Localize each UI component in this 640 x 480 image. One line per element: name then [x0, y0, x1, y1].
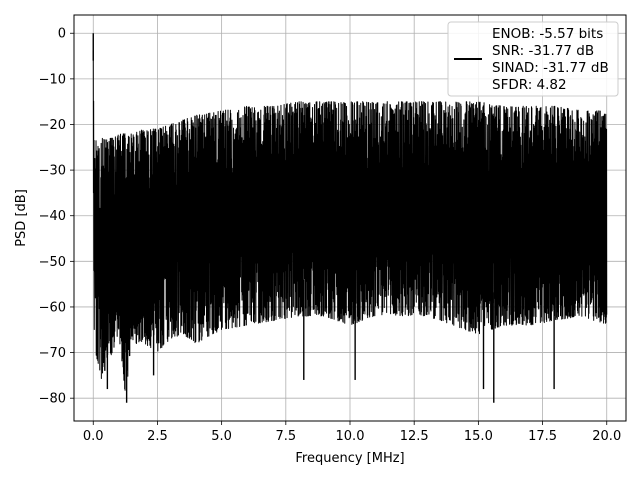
legend-entry-enob: ENOB: -5.57 bits	[492, 26, 603, 42]
y-tick-label: −10	[39, 72, 66, 87]
legend-entry-snr: SNR: -31.77 dB	[492, 43, 594, 59]
x-tick-label: 10.0	[336, 429, 365, 444]
y-tick-label: −50	[39, 255, 66, 270]
legend-box	[447, 21, 619, 97]
y-tick-label: −70	[39, 346, 66, 361]
legend-entry-sfdr: SFDR: 4.82	[492, 77, 567, 93]
y-axis-ticks: 0 −10 −20 −30 −40 −50 −60 −70 −80	[39, 27, 74, 407]
y-tick-label: −30	[39, 164, 66, 179]
x-tick-label: 20.0	[592, 429, 621, 444]
x-axis-label: Frequency [MHz]	[295, 451, 404, 466]
psd-line	[92, 50, 608, 391]
y-axis-label: PSD [dB]	[14, 189, 29, 247]
x-tick-label: 2.5	[147, 429, 168, 444]
x-tick-label: 12.5	[400, 429, 429, 444]
y-tick-label: −80	[39, 392, 66, 407]
x-tick-label: 7.5	[275, 429, 296, 444]
x-tick-label: 0.0	[83, 429, 104, 444]
y-tick-label: 0	[58, 27, 66, 42]
y-tick-label: −20	[39, 118, 66, 133]
psd-series	[92, 33, 608, 403]
x-tick-label: 15.0	[464, 429, 493, 444]
legend-entry-sinad: SINAD: -31.77 dB	[492, 60, 609, 76]
y-tick-label: −60	[39, 300, 66, 315]
y-tick-label: −40	[39, 209, 66, 224]
legend: ENOB: -5.57 bits SNR: -31.77 dB SINAD: -…	[447, 21, 619, 97]
x-tick-label: 5.0	[211, 429, 232, 444]
x-axis-ticks: 0.0 2.5 5.0 7.5 10.0 12.5 15.0 17.5 20.0	[83, 421, 621, 444]
x-tick-label: 17.5	[528, 429, 557, 444]
